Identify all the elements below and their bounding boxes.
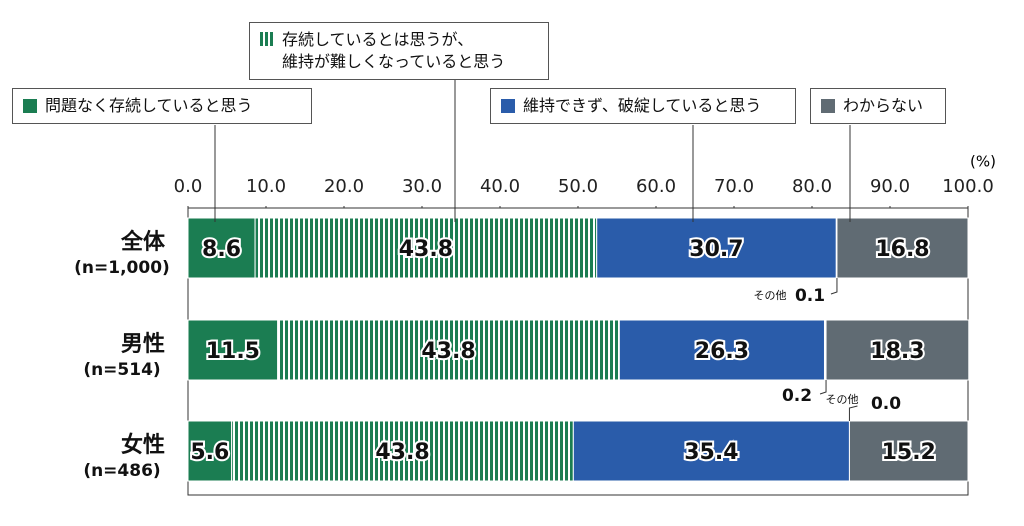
legend-item: 問題なく存続していると思う — [12, 88, 312, 124]
category-label: 全体 — [120, 229, 166, 255]
legend-item: わからない — [810, 88, 946, 124]
legend-swatch — [821, 99, 835, 113]
unit-label: (%) — [970, 153, 996, 171]
legend-label: 存続しているとは思うが、 維持が難しくなっていると思う — [282, 30, 506, 71]
bar-segment — [836, 217, 969, 279]
legend-label: わからない — [843, 96, 924, 115]
x-tick-label: 90.0 — [870, 176, 910, 197]
legend-swatch — [501, 99, 515, 113]
value-label: 26.3 — [695, 339, 749, 364]
value-label: 15.2 — [882, 440, 936, 465]
value-label: 16.8 — [875, 237, 929, 262]
legend-item: 維持できず、破綻していると思う — [490, 88, 796, 124]
bar-segment — [825, 319, 970, 381]
other-value: 0.2 — [782, 386, 812, 406]
x-tick-label: 30.0 — [402, 176, 442, 197]
legend-swatch — [23, 99, 37, 113]
x-tick-label: 70.0 — [714, 176, 754, 197]
bar-segment — [277, 319, 620, 381]
bar-segment — [187, 319, 279, 381]
x-tick-label: 100.0 — [942, 176, 994, 197]
other-value: 0.0 — [871, 394, 901, 414]
legend-swatch — [260, 32, 274, 46]
bar-segment — [187, 217, 256, 279]
bar-segment — [824, 320, 827, 380]
category-note: (n=486) — [83, 461, 160, 481]
bar-segment — [254, 217, 598, 279]
bar-segment — [572, 420, 850, 482]
bar-segment — [596, 217, 837, 279]
category-note: (n=514) — [83, 360, 160, 380]
value-label: 43.8 — [399, 237, 453, 262]
value-label: 8.6 — [202, 237, 241, 262]
value-label: 43.8 — [421, 339, 475, 364]
legend-item: 存続しているとは思うが、 維持が難しくなっていると思う — [249, 22, 549, 80]
leader-line — [830, 278, 838, 295]
x-tick-label: 10.0 — [246, 176, 286, 197]
x-tick-label: 60.0 — [636, 176, 676, 197]
other-value: 0.1 — [795, 286, 825, 306]
category-note: (n=1,000) — [74, 258, 170, 278]
category-label: 男性 — [121, 332, 165, 357]
bar-segment — [187, 420, 233, 482]
x-tick-label: 20.0 — [324, 176, 364, 197]
other-label: その他 — [754, 289, 787, 302]
x-tick-label: 40.0 — [480, 176, 520, 197]
x-tick-label: 80.0 — [792, 176, 832, 197]
value-label: 43.8 — [375, 440, 429, 465]
value-label: 11.5 — [206, 339, 260, 364]
bar-segment — [618, 319, 825, 381]
value-label: 5.6 — [190, 440, 229, 465]
legend-label: 問題なく存続していると思う — [45, 96, 253, 115]
leader-line — [848, 405, 858, 421]
value-label: 30.7 — [689, 237, 743, 262]
value-label: 35.4 — [684, 440, 738, 465]
value-label: 18.3 — [870, 339, 924, 364]
other-label: その他 — [826, 393, 859, 406]
x-tick-label: 50.0 — [558, 176, 598, 197]
leader-line — [819, 380, 827, 395]
category-label: 女性 — [121, 432, 165, 458]
x-tick-label: 0.0 — [174, 176, 203, 197]
bar-segment — [848, 420, 969, 482]
legend-label: 維持できず、破綻していると思う — [523, 96, 762, 115]
